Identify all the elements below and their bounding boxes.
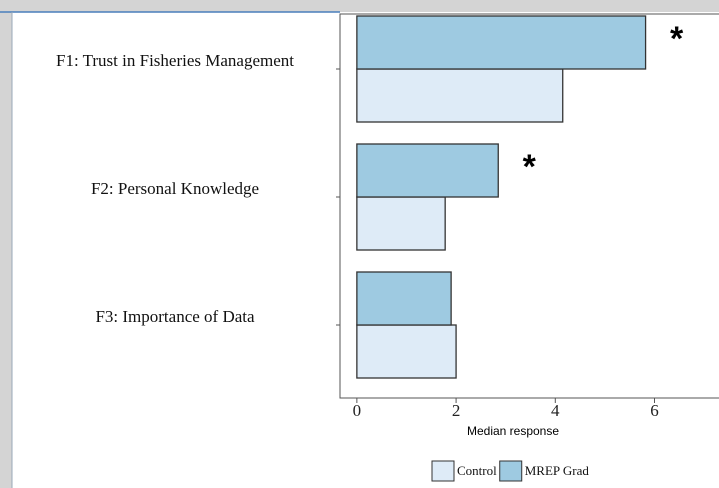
significance-marker: * [670,20,684,58]
legend-swatch [431,460,455,482]
category-label: F3: Importance of Data [95,307,255,326]
bar [356,196,446,251]
legend-label: Control [457,463,497,478]
bar [356,324,457,379]
x-tick-label: 2 [452,401,461,420]
legend-label: MREP Grad [525,463,590,478]
significance-marker: * [523,148,537,186]
bar [356,68,564,123]
x-tick-label: 6 [650,401,659,420]
legend-swatch [499,460,523,482]
x-tick-label: 0 [353,401,362,420]
category-label: F1: Trust in Fisheries Management [56,51,294,70]
bar [356,15,647,70]
plot-frame [339,13,719,399]
bar [356,271,452,326]
x-axis-label: Median response [467,424,559,438]
bar [356,143,499,198]
category-label: F2: Personal Knowledge [91,179,259,198]
x-tick-label: 4 [551,401,560,420]
